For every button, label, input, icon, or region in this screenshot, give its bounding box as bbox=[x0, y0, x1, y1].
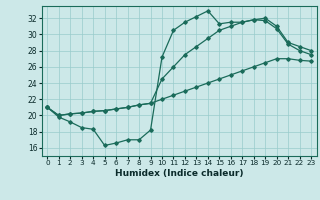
X-axis label: Humidex (Indice chaleur): Humidex (Indice chaleur) bbox=[115, 169, 244, 178]
